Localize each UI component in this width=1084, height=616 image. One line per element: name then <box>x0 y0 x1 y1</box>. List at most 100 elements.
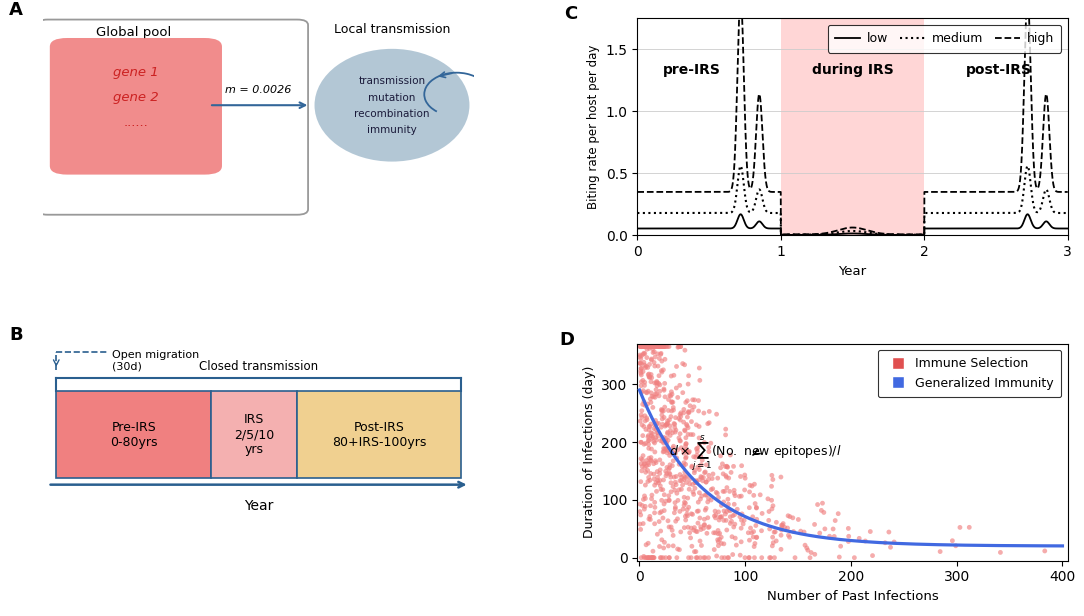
Point <box>669 445 686 455</box>
Point <box>634 455 651 464</box>
Point <box>816 524 834 534</box>
Point <box>675 497 693 507</box>
Point <box>688 444 706 453</box>
Point <box>761 553 778 562</box>
Text: Local transmission: Local transmission <box>334 23 450 36</box>
Point <box>641 422 658 432</box>
Point <box>657 437 674 447</box>
Point <box>751 490 769 500</box>
Point <box>651 380 669 390</box>
Point <box>741 480 759 490</box>
Point <box>743 528 760 538</box>
Point <box>641 360 658 370</box>
Point <box>748 532 765 542</box>
Point <box>661 415 679 424</box>
Point <box>654 405 671 415</box>
Point <box>740 553 758 562</box>
X-axis label: Year: Year <box>838 265 866 278</box>
Point <box>773 522 790 532</box>
Point <box>662 426 680 436</box>
Point <box>644 344 661 354</box>
Point <box>826 516 843 525</box>
Point <box>695 524 712 533</box>
Point <box>655 475 672 485</box>
Ellipse shape <box>314 49 469 161</box>
Point <box>643 553 660 562</box>
Point <box>633 370 650 380</box>
Point <box>633 413 650 423</box>
Text: A: A <box>9 1 23 19</box>
Point <box>785 527 802 537</box>
Point <box>632 354 649 363</box>
Point <box>637 424 655 434</box>
Point <box>715 487 733 496</box>
Text: Post-IRS
80+IRS-100yrs: Post-IRS 80+IRS-100yrs <box>332 421 426 449</box>
Point <box>656 354 673 364</box>
Point <box>681 408 698 418</box>
Point <box>664 447 682 457</box>
Point <box>634 399 651 409</box>
Point <box>688 444 706 454</box>
Point <box>681 479 698 489</box>
Point <box>641 453 658 463</box>
Point <box>689 462 707 472</box>
Point <box>722 512 739 522</box>
Point <box>641 553 658 562</box>
Point <box>662 478 680 488</box>
Point <box>689 497 707 507</box>
Point <box>649 476 667 485</box>
Point <box>642 469 659 479</box>
Point <box>674 480 692 490</box>
Point <box>644 391 661 401</box>
Point <box>671 381 688 391</box>
Point <box>651 386 669 396</box>
Point <box>655 384 672 394</box>
Point <box>679 505 696 515</box>
Point <box>663 397 681 407</box>
Point <box>671 410 688 419</box>
Point <box>669 342 686 352</box>
Point <box>650 517 668 527</box>
Point <box>684 395 701 405</box>
Point <box>678 439 695 448</box>
Point <box>679 509 696 519</box>
Point <box>649 342 667 352</box>
Point <box>674 505 692 514</box>
Point <box>643 342 660 352</box>
Point <box>704 484 721 493</box>
Point <box>631 352 648 362</box>
Point <box>797 540 814 550</box>
Point <box>718 507 735 517</box>
Point <box>707 506 724 516</box>
Point <box>699 513 717 523</box>
Point <box>675 523 693 533</box>
Point <box>644 553 661 562</box>
Point <box>773 525 790 535</box>
Point <box>678 439 695 449</box>
Point <box>649 418 667 428</box>
Point <box>659 418 676 428</box>
Point <box>671 436 688 445</box>
Point <box>733 523 750 533</box>
Point <box>654 437 671 447</box>
Point <box>634 519 651 529</box>
Point <box>646 392 663 402</box>
Point <box>632 359 649 368</box>
Point <box>748 533 765 543</box>
Point <box>647 416 664 426</box>
Point <box>825 524 842 534</box>
Point <box>789 514 806 524</box>
Point <box>696 437 713 447</box>
Point <box>684 479 701 489</box>
Point <box>712 463 730 472</box>
Point <box>713 512 731 522</box>
Point <box>635 459 653 469</box>
Point <box>650 342 668 352</box>
Point <box>635 505 653 514</box>
Point <box>632 437 649 447</box>
Point <box>746 538 763 548</box>
Point <box>748 514 765 524</box>
Point <box>643 342 660 352</box>
Point <box>736 553 753 562</box>
Point <box>715 497 733 507</box>
